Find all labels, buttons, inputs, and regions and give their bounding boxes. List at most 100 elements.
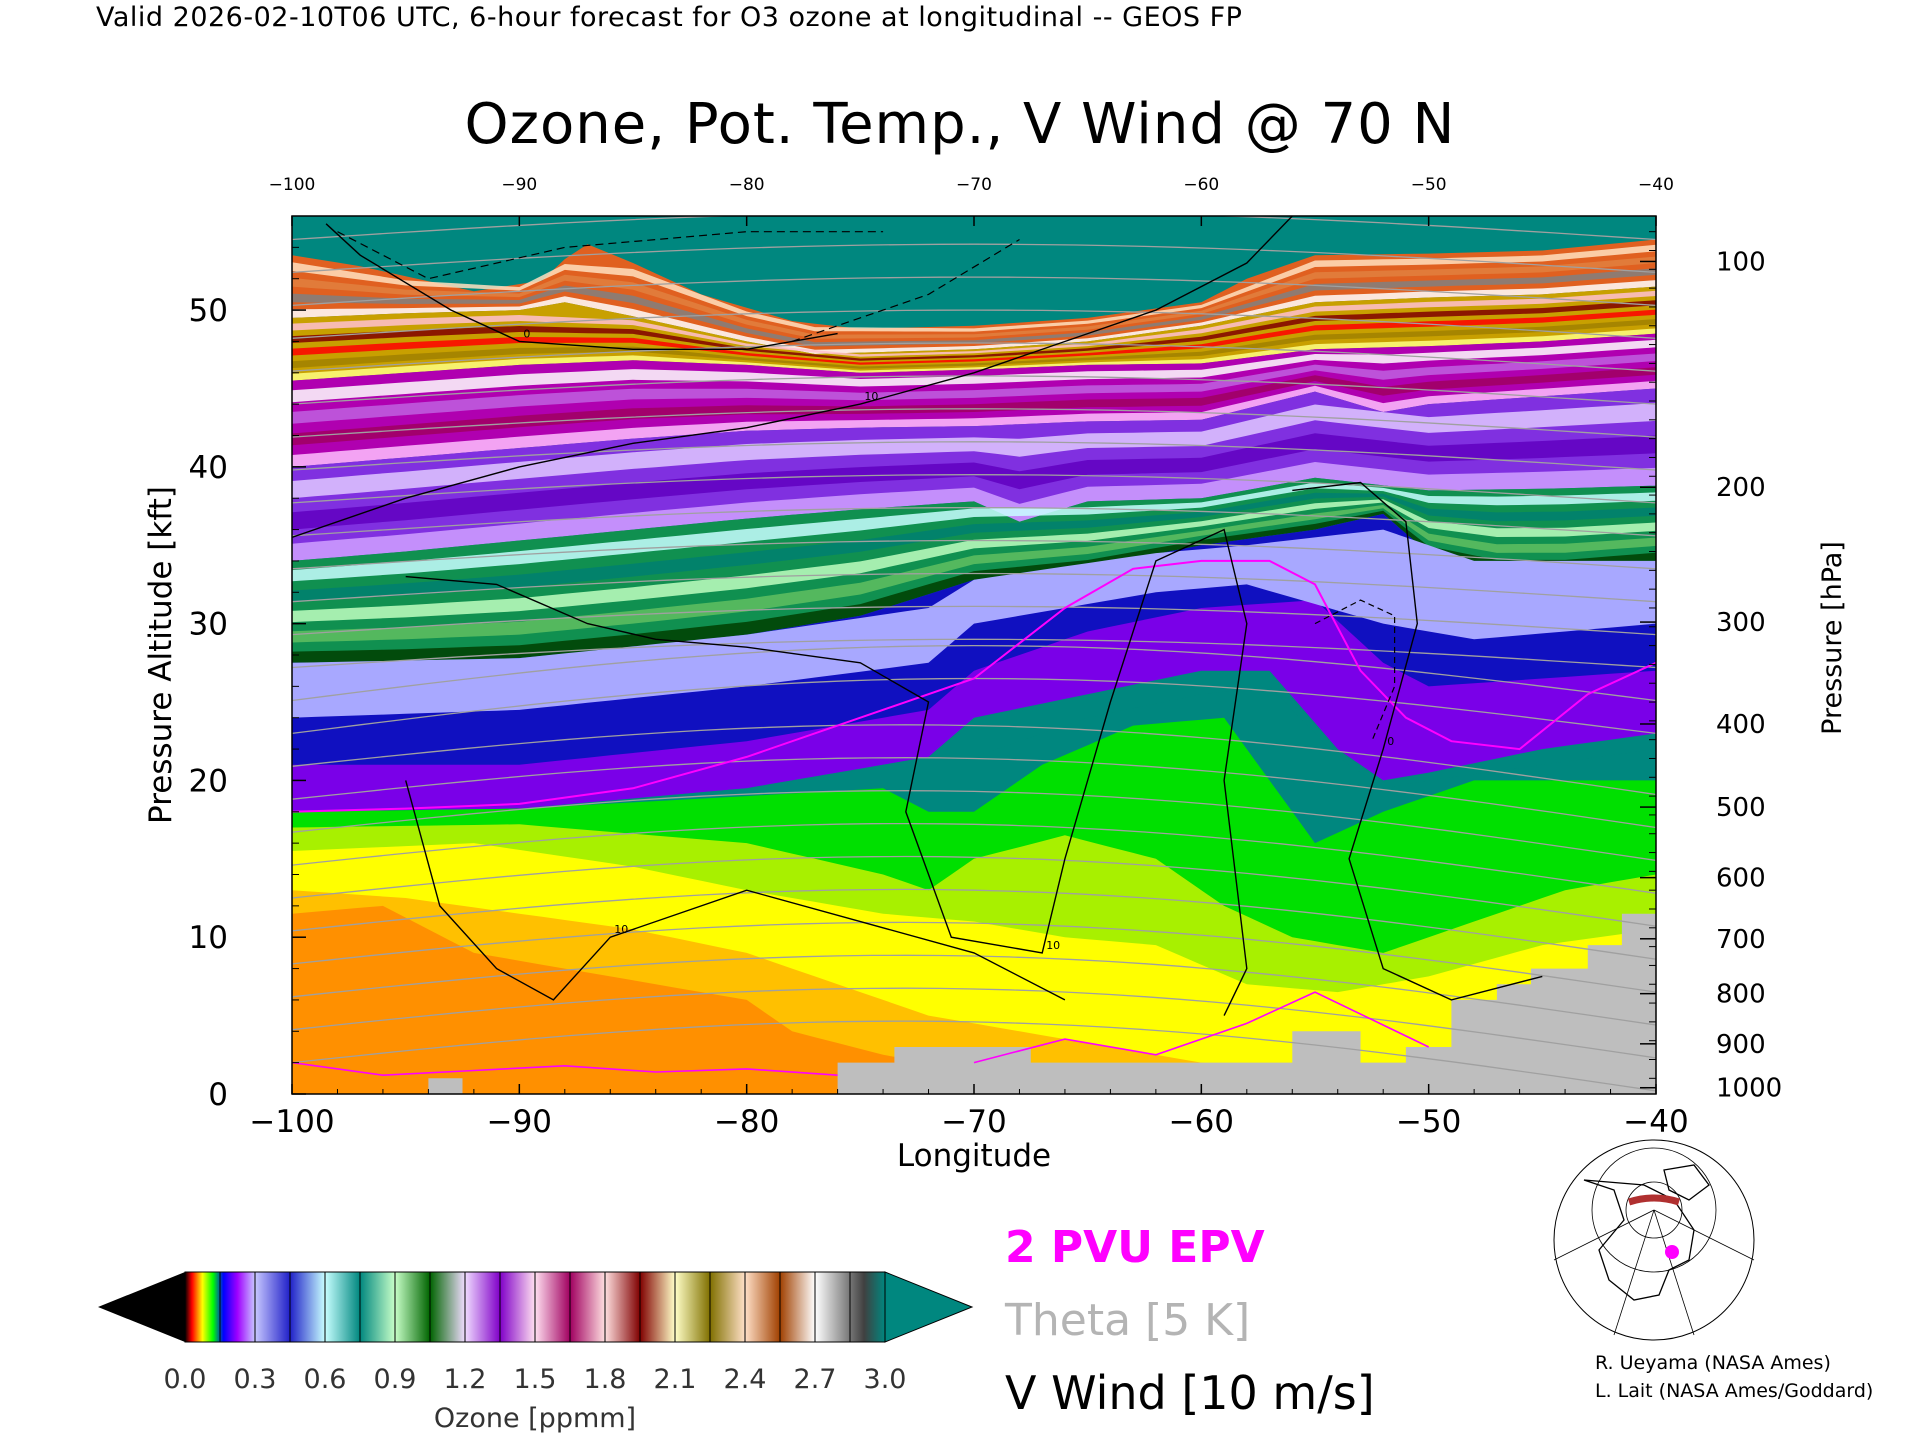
colorbar-tick-label: 0.0: [164, 1364, 207, 1395]
colorbar-tick-label: 0.3: [234, 1364, 277, 1395]
theta-contour: [292, 441, 1656, 471]
credit-line-1: R. Ueyama (NASA Ames): [1595, 1352, 1831, 1374]
y-tick-label: 40: [189, 450, 228, 486]
x-tick-label: −80: [714, 1104, 779, 1140]
x-tick-label: −90: [487, 1104, 552, 1140]
theta-contour: [292, 757, 1656, 829]
y-tick-label: 0: [208, 1077, 228, 1113]
pressure-tick-label: 300: [1716, 608, 1766, 638]
ozone-stripe: [292, 380, 1656, 467]
theta-contour: [292, 987, 1656, 1059]
x-tick-label: −50: [1396, 1104, 1461, 1140]
v-wind-negative-contour: [337, 231, 884, 280]
x-tick-label: −100: [249, 1104, 334, 1140]
pressure-tick-label: 500: [1716, 793, 1766, 823]
ozone-stripe: [292, 300, 1656, 361]
theta-contour: [292, 276, 1656, 307]
y-axis-label: Pressure Altitude [kft]: [143, 486, 179, 824]
colorbar-label: Ozone [ppmm]: [434, 1403, 636, 1434]
map-section-path: [1627, 1194, 1681, 1206]
v-wind-contour: [1292, 481, 1543, 1001]
theta-contour: [292, 822, 1656, 894]
pressure-tick-label: 100: [1716, 247, 1766, 277]
pressure-tick-label: 1000: [1716, 1074, 1782, 1104]
ozone-band-purple: [292, 600, 1656, 812]
map-meridian: [1653, 1209, 1695, 1336]
colorbar-tick-label: 3.0: [864, 1364, 907, 1395]
map-latitude-circle-inner: [1625, 1181, 1683, 1239]
theta-contour: [292, 644, 1656, 702]
map-latitude-circle: [1591, 1147, 1717, 1273]
map-globe-outline: [1553, 1139, 1755, 1341]
x-tick-label: −60: [1169, 1104, 1234, 1140]
x-tick-label-top: −100: [269, 175, 316, 195]
v-wind-contour: [405, 528, 1248, 1016]
ozone-stripe: [292, 505, 1656, 643]
v-wind-contour: [405, 780, 1066, 1001]
map-meridian: [1653, 1209, 1755, 1261]
legend-vwind: V Wind [10 m/s]: [1005, 1366, 1375, 1420]
colorbar-high-arrow: [884, 1271, 974, 1343]
ozone-stripe: [292, 268, 1656, 347]
v-wind-contour-label: 10: [864, 390, 878, 403]
colorbar-tick-label: 1.8: [584, 1364, 627, 1395]
theta-contour: [292, 605, 1656, 636]
pressure-tick-label: 900: [1716, 1030, 1766, 1060]
theta-contour: [292, 342, 1656, 372]
theta-contour: [292, 888, 1656, 960]
locator-map: [1553, 1139, 1755, 1341]
legend-theta: Theta [5 K]: [1005, 1295, 1251, 1346]
theta-contour: [292, 309, 1656, 339]
theta-contour: [292, 921, 1656, 993]
v-wind-negative-contour: [1314, 599, 1396, 742]
epv-2pvu-contour: [292, 559, 1656, 813]
x-axis-label: Longitude: [897, 1138, 1051, 1174]
ozone-colorbar: 0.0 0.3 0.6 0.9 1.2 1.5 1.8 2.1 2.4 2.7 3.0 Ozone …: [98, 1271, 974, 1434]
v-wind-contour-label: 10: [1046, 939, 1060, 952]
theta-contour: [292, 855, 1656, 927]
ozone-stripe: [292, 290, 1656, 357]
pressure-tick-label: 200: [1716, 473, 1766, 503]
ozone-stripe: [292, 403, 1656, 499]
ozone-stripe: [292, 433, 1656, 530]
pressure-tick-label: 600: [1716, 864, 1766, 894]
colorbar-low-arrow: [98, 1272, 185, 1342]
ozone-band-lavender: [292, 529, 1656, 718]
x-tick-label-top: −60: [1183, 175, 1219, 195]
v-wind-contour: [292, 216, 1293, 539]
theta-contour: [292, 408, 1656, 438]
pressure-tick-label: 800: [1716, 980, 1766, 1010]
legend-epv: 2 PVU EPV: [1005, 1222, 1265, 1273]
terrain-ground: [292, 913, 1656, 1094]
map-greenland: [1663, 1164, 1710, 1201]
v-wind-contour-label: 10: [614, 923, 628, 936]
colorbar-tick-label: 2.1: [654, 1364, 697, 1395]
colorbar-tick-label: 2.7: [794, 1364, 837, 1395]
y-tick-label: 10: [189, 920, 228, 956]
epv-2pvu-contour-low: [292, 1061, 838, 1077]
credit-line-2: L. Lait (NASA Ames/Goddard): [1595, 1380, 1874, 1402]
ozone-stripe: [292, 367, 1656, 446]
v-wind-negative-contour: [791, 238, 1020, 342]
ozone-stripe: [292, 256, 1656, 339]
theta-contour: [292, 724, 1656, 796]
colorbar-tick-label: 0.6: [304, 1364, 347, 1395]
y-tick-label: 30: [189, 607, 228, 643]
ozone-band: [292, 239, 1656, 354]
forecast-header: Valid 2026-02-10T06 UTC, 6-hour forecast…: [96, 2, 1243, 33]
ozone-stripe: [292, 482, 1656, 582]
axes: −100 −100 −90 −90 −80 −80 −70 −70 −60 −60 −50 −50 −4…: [189, 175, 1783, 1140]
ozone-band-orange: [292, 905, 1656, 1094]
map-location-dot: [1665, 1245, 1679, 1259]
theta-contour: [292, 539, 1656, 570]
theta-contour: [292, 375, 1656, 405]
x-tick-label-top: −90: [501, 175, 537, 195]
theta-contour: [292, 638, 1656, 669]
x-tick-label: −40: [1623, 1104, 1688, 1140]
theta-contour: [292, 506, 1656, 537]
y-tick-label: 50: [189, 293, 228, 329]
ozone-stripe: [292, 244, 1656, 332]
theta-contour: [292, 954, 1656, 1026]
ozone-stripe: [292, 499, 1656, 623]
